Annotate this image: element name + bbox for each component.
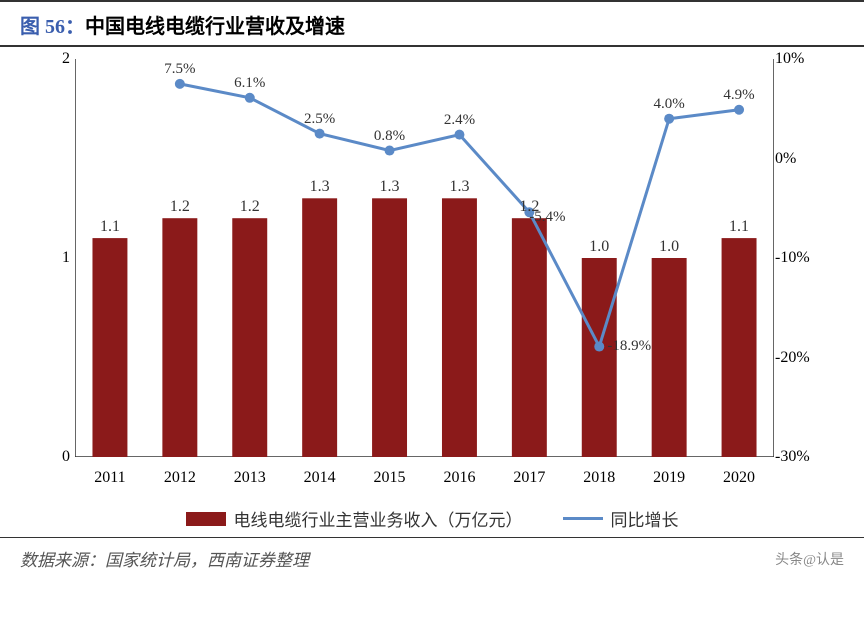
- line-value-label: 2.5%: [304, 111, 335, 128]
- x-tick: 2019: [653, 469, 685, 487]
- line-value-label: 0.8%: [374, 128, 405, 145]
- x-tick: 2014: [304, 469, 336, 487]
- x-tick: 2015: [374, 469, 406, 487]
- legend-line-label: 同比增长: [611, 506, 679, 531]
- chart-svg: [75, 59, 774, 457]
- y-left-tick: 0: [40, 448, 70, 466]
- legend-bar-item: 电线电缆行业主营业务收入（万亿元）: [186, 506, 523, 531]
- x-tick: 2016: [443, 469, 475, 487]
- bar-value-label: 1.0: [659, 238, 679, 256]
- x-tick: 2018: [583, 469, 615, 487]
- y-left-tick: 1: [40, 249, 70, 267]
- line-value-label: 4.0%: [654, 96, 685, 113]
- chart-area: 电线电缆行业主营业务收入（万亿元） 同比增长 0 1 2 -30% -20% -10% 0%…: [20, 47, 844, 537]
- plot-region: [75, 59, 774, 457]
- bar-value-label: 1.2: [170, 198, 190, 216]
- footer-bar: 数据来源：国家统计局，西南证券整理 头条@认是: [0, 537, 864, 577]
- watermark: 头条@认是: [775, 549, 844, 569]
- bar-value-label: 1.3: [310, 178, 330, 196]
- chart-title: 图 56：中国电线电缆行业营收及增速: [20, 16, 345, 38]
- bar-value-label: 1.1: [729, 218, 749, 236]
- y-right-tick: 0%: [775, 150, 830, 168]
- figure-title-text: 中国电线电缆行业营收及增速: [85, 16, 345, 38]
- legend-bar-swatch: [186, 512, 226, 526]
- y-right-tick: 10%: [775, 50, 830, 68]
- line-value-label: 2.4%: [444, 112, 475, 129]
- x-tick: 2011: [94, 469, 125, 487]
- figure-number: 图 56：: [20, 16, 85, 38]
- line-value-label: 4.9%: [723, 87, 754, 104]
- legend-line-swatch: [563, 517, 603, 520]
- legend-bar-label: 电线电缆行业主营业务收入（万亿元）: [234, 506, 523, 531]
- bar-value-label: 1.0: [589, 238, 609, 256]
- legend: 电线电缆行业主营业务收入（万亿元） 同比增长: [20, 506, 844, 531]
- y-left-tick: 2: [40, 50, 70, 68]
- chart-title-bar: 图 56：中国电线电缆行业营收及增速: [0, 0, 864, 47]
- y-right-tick: -30%: [775, 448, 830, 466]
- line-value-label: -5.4%: [529, 209, 565, 226]
- line-value-label: -18.9%: [607, 338, 651, 355]
- x-tick: 2017: [513, 469, 545, 487]
- line-value-label: 6.1%: [234, 75, 265, 92]
- legend-line-item: 同比增长: [563, 506, 679, 531]
- x-tick: 2012: [164, 469, 196, 487]
- bar-value-label: 1.1: [100, 218, 120, 236]
- x-tick: 2013: [234, 469, 266, 487]
- y-right-tick: -10%: [775, 249, 830, 267]
- y-right-tick: -20%: [775, 349, 830, 367]
- line-value-label: 7.5%: [164, 61, 195, 78]
- bar-value-label: 1.3: [380, 178, 400, 196]
- bar-value-label: 1.2: [240, 198, 260, 216]
- source-text: 数据来源：国家统计局，西南证券整理: [20, 546, 309, 571]
- bar-value-label: 1.3: [449, 178, 469, 196]
- x-tick: 2020: [723, 469, 755, 487]
